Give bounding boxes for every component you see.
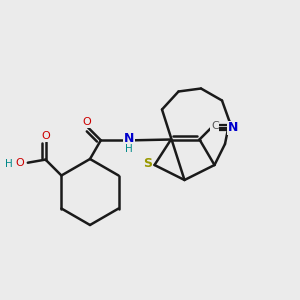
Text: C: C — [211, 121, 219, 131]
Text: O: O — [15, 158, 24, 168]
Text: O: O — [82, 117, 91, 127]
Text: N: N — [124, 132, 134, 145]
Text: N: N — [228, 121, 238, 134]
Text: H: H — [125, 144, 133, 154]
Text: S: S — [143, 157, 152, 170]
Text: H: H — [5, 159, 13, 169]
Text: O: O — [41, 131, 50, 141]
